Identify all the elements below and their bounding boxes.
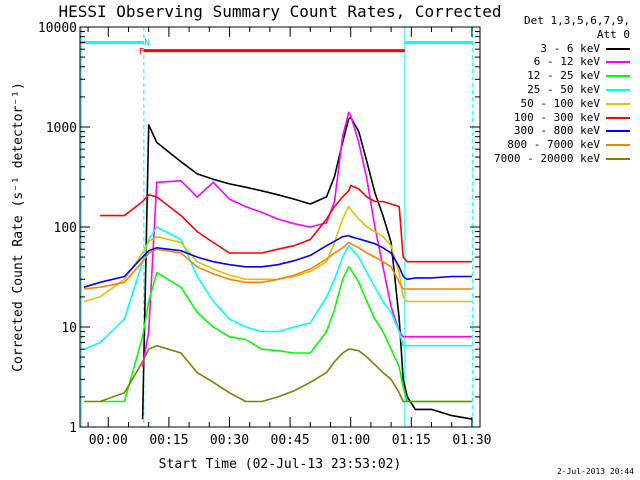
y-tick-label: 10	[61, 321, 77, 336]
y-tick-label: 1000	[46, 121, 77, 136]
flag-annotation: F	[139, 48, 144, 58]
series-layer	[83, 111, 473, 420]
legend-entry: 25 - 50 keV	[486, 83, 636, 97]
legend-entry: 7000 - 20000 keV	[486, 152, 636, 166]
legend-entries: 3 - 6 keV 6 - 12 keV 12 - 25 keV 25 - 50 ke…	[486, 42, 636, 166]
series-line-1	[141, 111, 472, 367]
legend-entry: 800 - 7000 keV	[486, 138, 636, 152]
timestamp: 2-Jul-2013 20:44	[556, 467, 634, 476]
legend-swatch	[606, 88, 630, 91]
legend-swatch	[606, 61, 630, 64]
series-line-3	[83, 226, 472, 350]
x-tick-label: 01:00	[331, 433, 370, 448]
legend-entry: 50 - 100 keV	[486, 97, 636, 111]
series-line-6	[83, 234, 472, 288]
legend-label: 50 - 100 keV	[520, 96, 600, 110]
legend-label: 7000 - 20000 keV	[494, 151, 600, 165]
legend-swatch	[606, 116, 630, 119]
series-line-7	[83, 241, 472, 290]
y-tick-label: 10000	[38, 21, 77, 36]
axis-layer: 1 10 100 1000 10000 00:00 00:15 00:30 00:45 01:00…	[38, 21, 492, 448]
x-axis-label: Start Time (02-Jul-13 23:53:02)	[159, 457, 402, 472]
y-tick-label: 1	[69, 421, 77, 436]
legend-label: 6 - 12 keV	[533, 55, 600, 69]
legend-label: 3 - 6 keV	[540, 41, 600, 55]
x-tick-label: 00:30	[210, 433, 249, 448]
series-line-5	[100, 184, 472, 263]
legend-header-line-2: Att 0	[596, 27, 630, 41]
legend-swatch	[606, 144, 630, 147]
legend-entry: 300 - 800 keV	[486, 124, 636, 138]
legend-entry: 12 - 25 keV	[486, 69, 636, 83]
series-line-0	[141, 116, 473, 420]
x-tick-label: 00:15	[149, 433, 188, 448]
x-tick-label: 01:15	[392, 433, 431, 448]
chart-title: HESSI Observing Summary Count Rates, Cor…	[58, 2, 502, 21]
series-line-8	[84, 344, 472, 403]
legend-label: 25 - 50 keV	[527, 82, 600, 96]
legend-entry: 6 - 12 keV	[486, 55, 636, 69]
y-axis-label: Corrected Count Rate (s⁻¹ detector⁻¹)	[11, 82, 26, 372]
x-tick-label: 01:30	[452, 433, 491, 448]
legend-header-line-1: Det 1,3,5,6,7,9,	[524, 14, 630, 27]
legend-swatch	[606, 47, 630, 50]
legend-swatch	[606, 75, 630, 78]
legend-swatch	[606, 157, 630, 160]
legend-label: 300 - 800 keV	[513, 124, 600, 138]
x-tick-label: 00:00	[89, 433, 128, 448]
legend-entry: 3 - 6 keV	[486, 42, 636, 56]
legend-label: 100 - 300 keV	[513, 110, 600, 124]
legend-swatch	[606, 130, 630, 133]
x-tick-label: 00:45	[271, 433, 310, 448]
legend-swatch	[606, 102, 630, 105]
legend: Det 1,3,5,6,7,9, Att 0 3 - 6 keV 6 - 12 k…	[486, 14, 636, 166]
y-tick-label: 100	[54, 221, 77, 236]
legend-label: 12 - 25 keV	[527, 69, 600, 83]
series-line-4	[83, 205, 472, 303]
series-line-2	[100, 265, 472, 403]
legend-label: 800 - 7000 keV	[507, 138, 600, 152]
legend-entry: 100 - 300 keV	[486, 111, 636, 125]
flag-annotation: N	[144, 38, 149, 48]
